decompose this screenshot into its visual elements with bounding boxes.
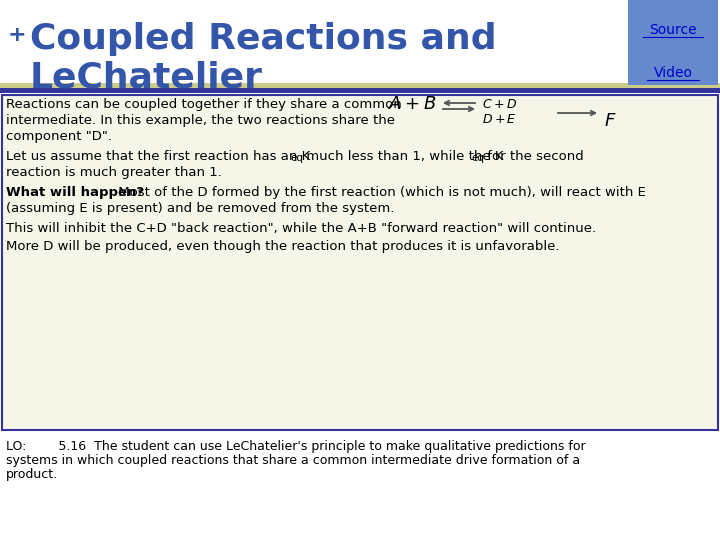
Text: reaction is much greater than 1.: reaction is much greater than 1. [6,166,222,179]
Text: Most of the D formed by the first reaction (which is not much), will react with : Most of the D formed by the first reacti… [114,186,646,199]
Text: $D+E$: $D+E$ [482,113,517,126]
Text: systems in which coupled reactions that share a common intermediate drive format: systems in which coupled reactions that … [6,454,580,467]
Text: What will happen?: What will happen? [6,186,144,199]
Text: $A + B$: $A + B$ [388,95,436,113]
FancyBboxPatch shape [2,95,718,430]
Text: +: + [8,25,27,45]
Text: eq: eq [471,153,484,163]
Text: intermediate. In this example, the two reactions share the: intermediate. In this example, the two r… [6,114,395,127]
Text: $C+D$: $C+D$ [482,98,517,111]
Text: component "D".: component "D". [6,130,112,143]
Text: eq: eq [290,153,303,163]
Text: for the second: for the second [483,150,584,163]
Text: LO:        5.16  The student can use LeChatelier's principle to make qualitative: LO: 5.16 The student can use LeChatelier… [6,440,585,453]
Text: Reactions can be coupled together if they share a common: Reactions can be coupled together if the… [6,98,402,111]
Bar [0,88,720,93]
Bar [628,0,718,85]
Text: much less than 1, while the K: much less than 1, while the K [302,150,503,163]
Text: Coupled Reactions and
LeChatelier: Coupled Reactions and LeChatelier [30,22,497,94]
Text: More D will be produced, even though the reaction that produces it is unfavorabl: More D will be produced, even though the… [6,240,559,253]
Text: product.: product. [6,468,58,481]
Text: Source: Source [649,23,697,37]
Text: $F$: $F$ [604,112,616,130]
Text: Let us assume that the first reaction has an K: Let us assume that the first reaction ha… [6,150,310,163]
Text: Video: Video [654,66,693,80]
Text: (assuming E is present) and be removed from the system.: (assuming E is present) and be removed f… [6,202,395,215]
Bar [0,83,720,88]
Text: This will inhibit the C+D "back reaction", while the A+B "forward reaction" will: This will inhibit the C+D "back reaction… [6,222,596,235]
